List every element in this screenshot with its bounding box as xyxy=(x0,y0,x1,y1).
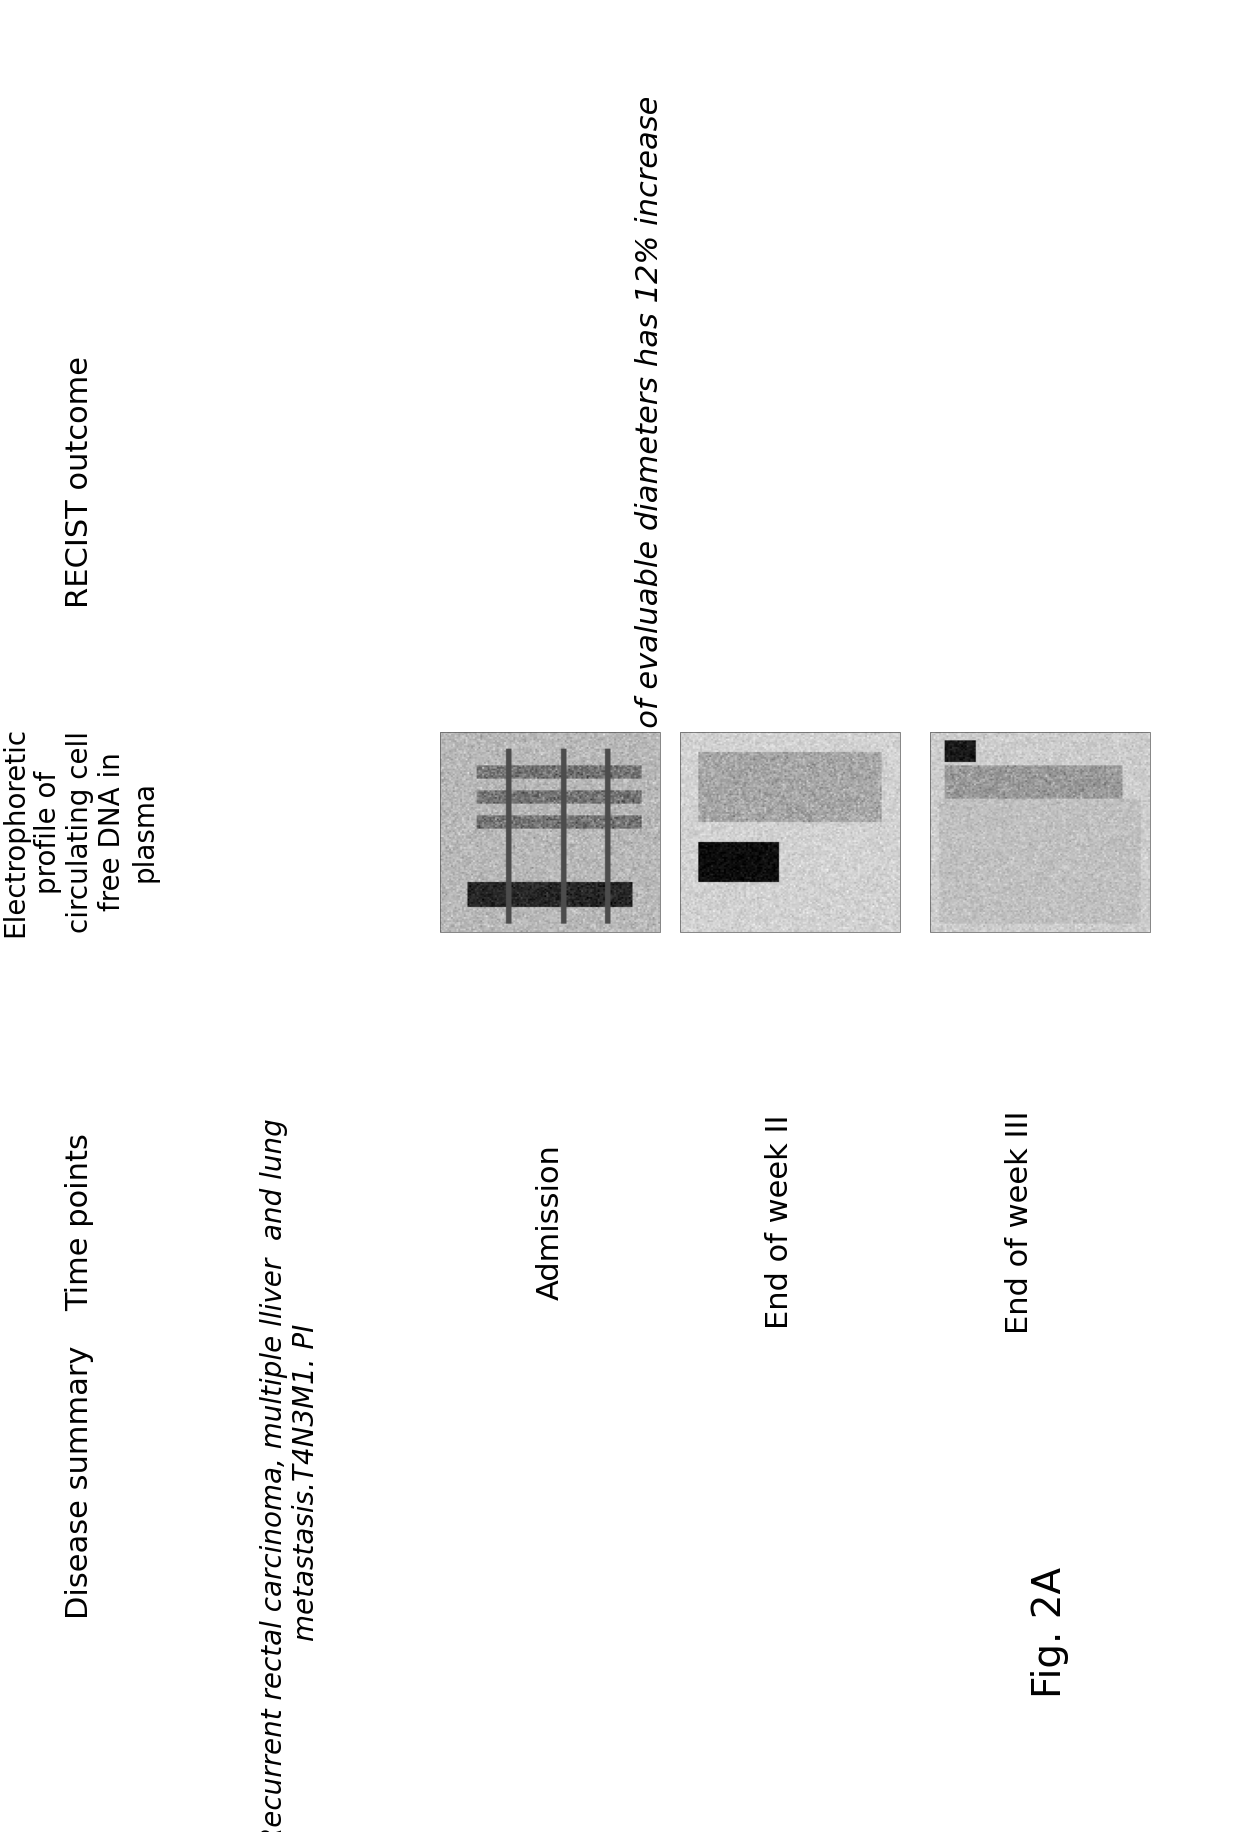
Text: Recurrent rectal carcinoma, multiple lliver  and lung
metastasis.T4N3M1. PI: Recurrent rectal carcinoma, multiple lli… xyxy=(260,1118,320,1832)
Bar xyxy=(440,733,660,932)
Text: RECIST outcome: RECIST outcome xyxy=(66,355,94,608)
Text: Electrophoretic
profile of
circulating cell
free DNA in
plasma: Electrophoretic profile of circulating c… xyxy=(1,727,159,936)
Text: End of week II: End of week II xyxy=(765,1114,795,1330)
Text: The sum of evaluable diameters has 12% increase: The sum of evaluable diameters has 12% i… xyxy=(635,95,665,868)
Bar xyxy=(930,733,1149,932)
Text: Fig. 2A: Fig. 2A xyxy=(1030,1566,1069,1698)
Text: Disease summary: Disease summary xyxy=(66,1345,94,1619)
Bar xyxy=(680,733,900,932)
Text: Time points: Time points xyxy=(66,1132,94,1312)
Text: End of week III: End of week III xyxy=(1006,1110,1034,1334)
Text: Admission: Admission xyxy=(536,1143,564,1301)
